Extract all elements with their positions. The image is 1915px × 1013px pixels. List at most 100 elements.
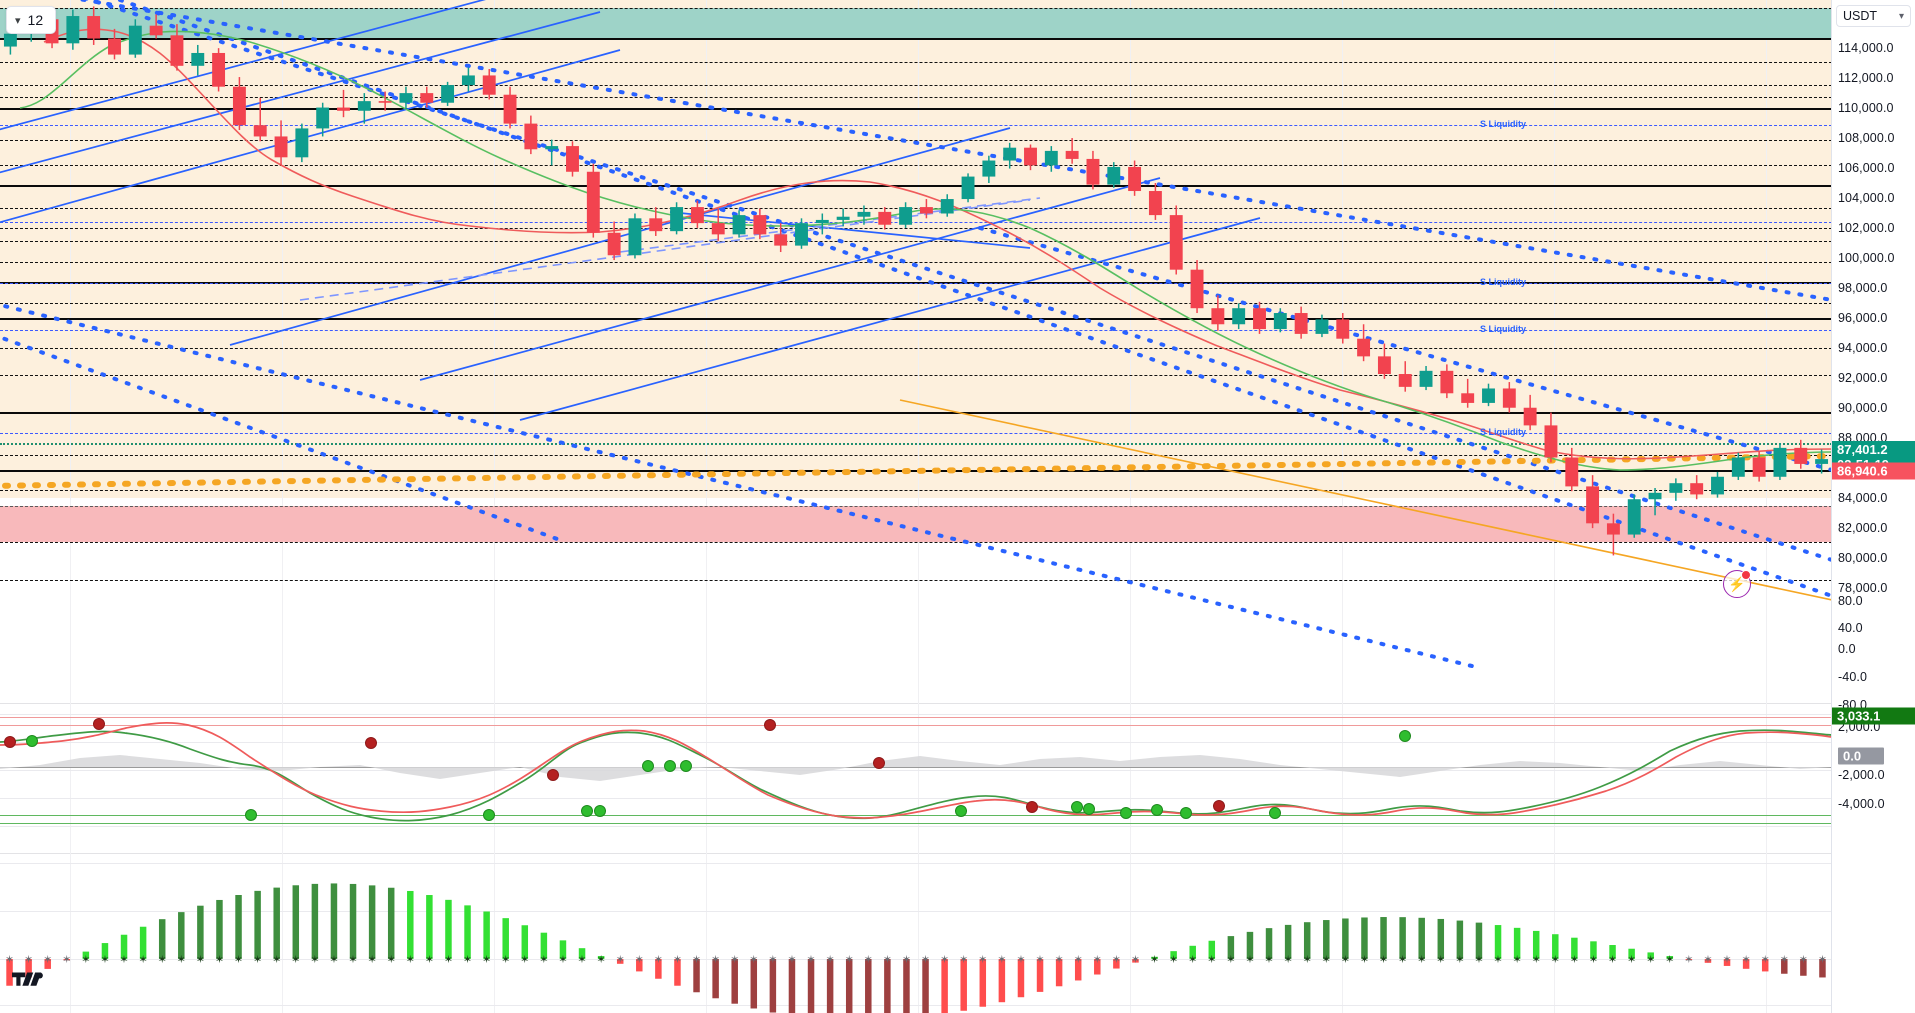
osc-grid-h [0, 826, 1832, 827]
macd-bar [1094, 959, 1101, 975]
channel-line-dashed-group [299, 197, 1041, 301]
oscillator-pane[interactable] [0, 703, 1832, 853]
macd-bar [1800, 959, 1807, 976]
lightning-bolt-icon[interactable]: ⚡ [1723, 570, 1751, 598]
macd-zero-marker: ✶ [1207, 954, 1216, 966]
candle-body [1627, 499, 1641, 535]
macd-bar [1170, 951, 1177, 959]
candle-body [836, 216, 850, 220]
macd-bar [521, 925, 529, 959]
macd-tick-label: -2,000.0 [1838, 768, 1885, 782]
macd-zero-marker: ✶ [1799, 954, 1808, 966]
candle-body [482, 75, 496, 95]
macd-bar [330, 883, 338, 959]
macd-zero-marker: ✶ [1398, 954, 1407, 966]
macd-bar [1074, 959, 1082, 981]
macd-zero-marker: ✶ [1055, 954, 1064, 966]
macd-bar [1208, 940, 1216, 959]
secondary-price-badge: 86,940.6 [1832, 462, 1915, 480]
resistance-zone [0, 8, 1832, 38]
macd-zero-marker: ✶ [425, 954, 434, 966]
macd-bar [1284, 924, 1292, 959]
macd-bar [616, 959, 624, 964]
macd-zero-marker: ✶ [1303, 954, 1312, 966]
oscillator-tick-label: 0.0 [1838, 642, 1856, 656]
macd-bar [979, 959, 987, 1007]
macd-bar [6, 959, 13, 986]
macd-bar [578, 948, 586, 959]
candle-body [503, 94, 517, 124]
macd-bar [1494, 925, 1502, 959]
macd-bar [158, 919, 166, 959]
macd-bar [865, 959, 872, 1013]
macd-zero-marker: ✶ [368, 954, 377, 966]
macd-bar [712, 959, 719, 999]
candle-body [566, 146, 579, 172]
currency-selector[interactable]: USDT ▾ [1836, 5, 1911, 27]
macd-zero-marker: ✶ [1284, 954, 1293, 966]
osc-signal-fast [0, 729, 1832, 822]
macd-bar [693, 959, 700, 993]
macd-pane[interactable]: ✶ ✶ ✶ ✶ ✶ ✶ ✶ ✶ ✶ ✶ ✶ ✶ ✶ ✶ ✶ ✶ ✶ ✶ ✶ ✶ ✶ ✶ ✶ ✶ ✶ ✶ ✶ ✶ ✶ ✶ ✶ ✶ ✶ ✶ ✶ ✶ ✶ ✶ ✶ ✶… [0, 853, 1832, 1013]
macd-bar-series [6, 883, 1826, 1013]
level-line-solid [0, 412, 1832, 414]
macd-bar [178, 912, 185, 959]
macd-zero-marker: ✶ [1112, 954, 1121, 966]
grid-line-v [706, 853, 707, 1013]
candle-body [337, 107, 350, 111]
candle-body [774, 234, 788, 246]
support-zone-bottom-edge [0, 542, 1832, 543]
candle-body [66, 16, 80, 44]
macd-zero-marker: ✶ [940, 954, 949, 966]
pane-divider[interactable] [0, 853, 1832, 854]
macd-zero-marker: ✶ [1074, 954, 1083, 966]
chevron-down-icon[interactable]: ▾ [1898, 10, 1904, 22]
candle-body [524, 123, 538, 150]
candle-body [1044, 150, 1058, 166]
osc-signal-dots [4, 718, 1411, 821]
candle-body [1003, 147, 1017, 161]
macd-bar [1723, 959, 1731, 966]
grid-line-v [70, 853, 71, 1013]
currency-label: USDT [1843, 9, 1878, 23]
level-line-solid [0, 38, 1832, 40]
macd-bar [1418, 917, 1425, 959]
level-line-dashed [0, 241, 1832, 242]
macd-zero-marker: ✶ [5, 954, 14, 966]
price-pane[interactable]: S Liquidity S Liquidity S Liquidity S Li… [0, 0, 1832, 703]
pane-divider[interactable] [0, 703, 1832, 704]
candle-body [628, 218, 642, 256]
candle-body [815, 219, 829, 224]
legend-collapsed-chip[interactable]: ▾ 12 [6, 6, 57, 34]
candle-body [857, 211, 871, 217]
candle-body [1731, 457, 1745, 477]
grid-line-v [1766, 0, 1767, 703]
lightning-glyph: ⚡ [1728, 575, 1746, 592]
macd-zero-marker: ✶ [1761, 954, 1770, 966]
macd-zero-marker: ✶ [1684, 954, 1693, 966]
macd-zero-marker: ✶ [81, 954, 90, 966]
chevron-down-icon[interactable]: ▾ [15, 14, 21, 27]
candle-body [3, 33, 17, 47]
candle-body [232, 86, 246, 126]
candle-body [378, 101, 392, 103]
price-tick-label: 102,000.0 [1838, 221, 1895, 235]
macd-bar [1742, 959, 1750, 969]
price-tick-label: 84,000.0 [1838, 491, 1888, 505]
candle-body [878, 211, 892, 225]
candle-body [1169, 215, 1183, 270]
macd-zero-marker: ✶ [24, 954, 33, 966]
candle-body [1690, 483, 1704, 495]
candle-body [1357, 338, 1371, 357]
macd-bar [273, 887, 280, 959]
candle-body [586, 171, 600, 233]
resistance-zone-top-edge [0, 8, 1832, 9]
macd-bar [464, 905, 471, 959]
macd-zero-marker: ✶ [43, 954, 52, 966]
grid-line-v [494, 853, 495, 1013]
macd-grid-h [0, 959, 1832, 960]
grid-line-v [1766, 703, 1767, 853]
macd-zero-marker: ✶ [310, 954, 319, 966]
price-scale[interactable]: USDT ▾ 114,000.0 112,000.0 110,000.0 108,00… [1831, 0, 1915, 1013]
macd-bar [1189, 945, 1196, 959]
